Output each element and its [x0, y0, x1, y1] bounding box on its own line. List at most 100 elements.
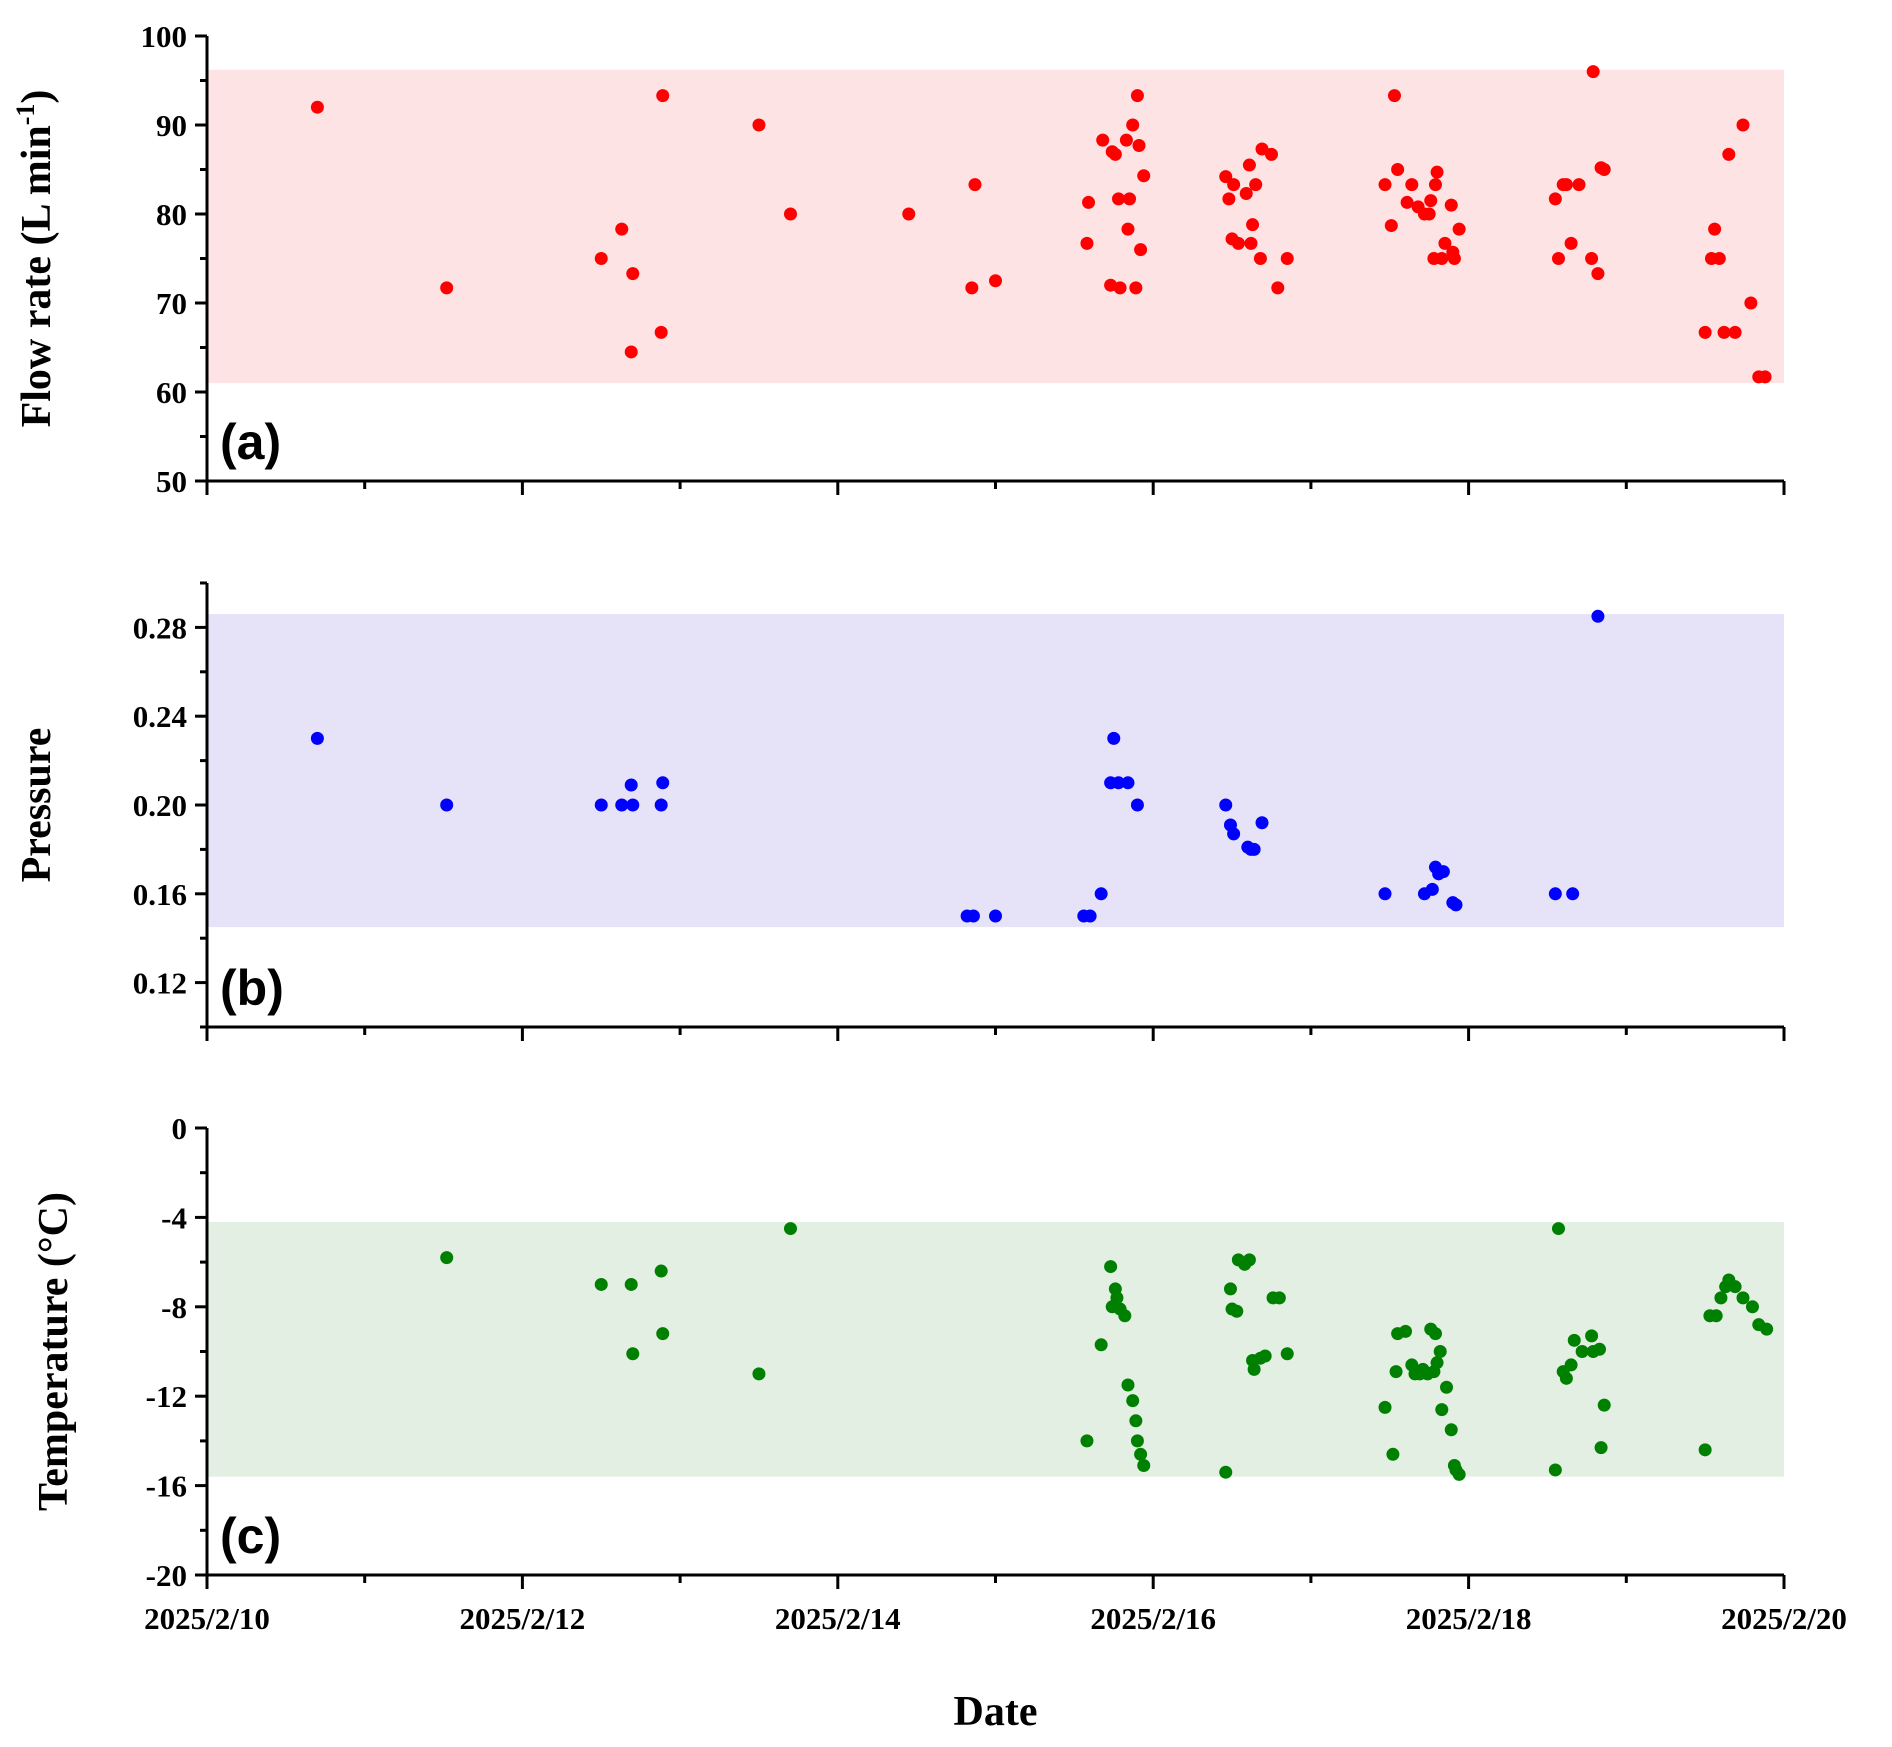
panel-2: 0.28 0.24 0.20 0.16 0.12 Pressure (b) [14, 581, 1786, 1041]
data-point [1597, 163, 1611, 176]
data-point [1244, 236, 1258, 250]
data-point [1435, 1403, 1449, 1417]
data-point [1271, 281, 1285, 295]
panel-1: 100 90 80 70 60 50 Flow rate (L min-1) (a) [11, 19, 1786, 499]
panel-3: 0 -4 -8 -12 -16 -20 Temperature (°C) (c) [31, 1111, 1786, 1593]
y-tick-label: 100 [141, 19, 188, 54]
y-axis-title: Flow rate (L min-1) [11, 90, 60, 428]
data-point [626, 798, 640, 812]
y-tick-label: -8 [161, 1290, 187, 1325]
data-point [1564, 236, 1578, 250]
data-point [1564, 1358, 1578, 1372]
data-point [1378, 887, 1392, 901]
data-point [1130, 798, 1144, 812]
data-point [1438, 236, 1452, 250]
data-point [1096, 133, 1110, 147]
data-point [1698, 1443, 1712, 1457]
data-point [1104, 1260, 1118, 1274]
x-axis-title: Date [954, 1689, 1038, 1735]
data-point [1272, 1291, 1286, 1305]
data-point [1258, 1349, 1272, 1363]
panel-label: (a) [220, 414, 281, 470]
data-point [1391, 163, 1405, 176]
data-point [1728, 1280, 1742, 1294]
data-point [1231, 236, 1245, 250]
data-point [1566, 887, 1580, 901]
data-point [1567, 1333, 1581, 1347]
data-point [1246, 218, 1260, 232]
data-point [1126, 118, 1140, 132]
y-tick-label: 0.12 [133, 966, 187, 1001]
data-point [1107, 731, 1121, 745]
data-point [594, 1277, 608, 1291]
data-point [1247, 842, 1261, 856]
y-tick-label: 0.16 [133, 877, 187, 912]
data-point [1108, 147, 1122, 161]
data-point [1134, 243, 1148, 257]
data-point [594, 252, 608, 265]
data-point [1435, 252, 1449, 265]
data-point [1728, 325, 1742, 339]
data-point [440, 1251, 454, 1265]
y-tick-label: 0 [172, 1111, 188, 1146]
data-point [1758, 370, 1772, 384]
data-point [1384, 219, 1398, 233]
data-point [1452, 222, 1466, 236]
data-point [966, 909, 980, 923]
data-point [626, 1347, 640, 1361]
x-tick-label: 2025/2/18 [1406, 1601, 1532, 1636]
data-point [1219, 1465, 1233, 1479]
data-point [1378, 1400, 1392, 1414]
y-tick-label: 50 [156, 464, 187, 499]
data-point [752, 1367, 766, 1381]
data-point [1110, 1291, 1124, 1305]
data-point [1709, 1309, 1723, 1323]
data-point [1112, 192, 1126, 206]
data-point [1253, 252, 1267, 265]
data-point [1126, 1394, 1140, 1408]
data-point [1129, 281, 1143, 295]
data-point [965, 281, 979, 295]
data-point [654, 798, 668, 812]
data-point [1280, 252, 1294, 265]
y-tick-label: 80 [156, 197, 187, 232]
data-point [654, 1264, 668, 1278]
data-point [902, 207, 916, 221]
data-point [1559, 1371, 1573, 1385]
data-point [1597, 1398, 1611, 1412]
data-point [1280, 1347, 1294, 1361]
shaded-range-band [207, 69, 1784, 384]
data-point [1422, 207, 1436, 221]
data-point [1119, 133, 1133, 147]
data-point [1132, 138, 1146, 152]
data-point [1137, 1458, 1151, 1472]
data-point [1425, 882, 1439, 896]
data-point [1736, 1291, 1750, 1305]
y-tick-label: 90 [156, 108, 187, 143]
data-point [1112, 776, 1126, 790]
data-point [1424, 194, 1438, 208]
data-point [1080, 236, 1094, 250]
data-point [1080, 1434, 1094, 1448]
data-point [1548, 887, 1562, 901]
data-point [310, 731, 324, 745]
data-point [624, 1277, 638, 1291]
data-point [1083, 909, 1097, 923]
data-point [1121, 776, 1135, 790]
data-point [1428, 178, 1442, 192]
data-point [615, 222, 629, 236]
data-point [1137, 169, 1151, 183]
data-point [1548, 192, 1562, 206]
data-point [1559, 178, 1573, 192]
data-point [1400, 195, 1414, 209]
y-tick-label: 70 [156, 286, 187, 321]
data-point [1717, 325, 1731, 339]
y-tick-label: -16 [146, 1469, 187, 1504]
y-tick-label: -20 [146, 1558, 187, 1593]
data-point [1094, 1338, 1108, 1352]
data-point [1745, 1300, 1759, 1314]
y-tick-label: 60 [156, 375, 187, 410]
data-point [1113, 281, 1127, 295]
data-point [624, 345, 638, 359]
